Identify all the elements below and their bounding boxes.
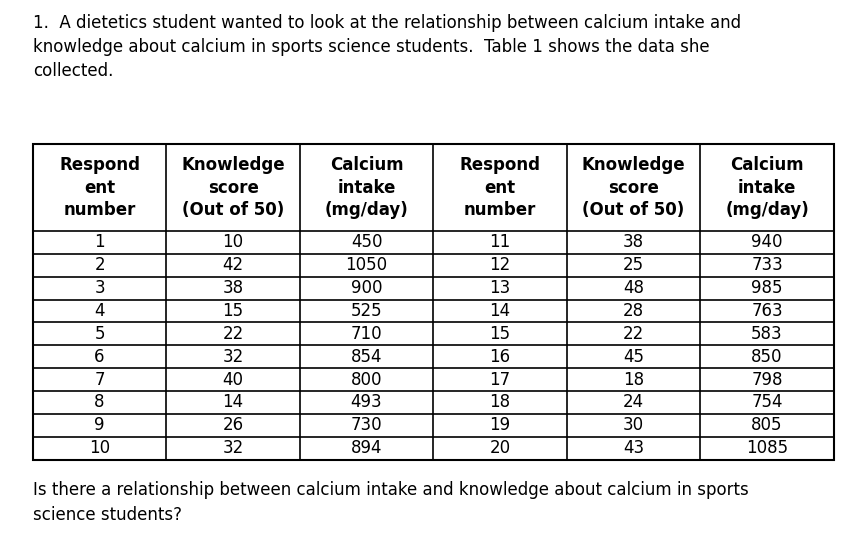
- Text: 7: 7: [94, 370, 105, 388]
- Text: Knowledge
score
(Out of 50): Knowledge score (Out of 50): [181, 156, 285, 219]
- Text: 26: 26: [223, 416, 244, 434]
- Text: 493: 493: [351, 393, 383, 411]
- Text: 11: 11: [489, 233, 511, 251]
- Text: 9: 9: [94, 416, 105, 434]
- Text: 733: 733: [751, 256, 783, 274]
- Text: 30: 30: [623, 416, 644, 434]
- Text: 798: 798: [752, 370, 783, 388]
- Text: Is there a relationship between calcium intake and knowledge about calcium in sp: Is there a relationship between calcium …: [33, 481, 748, 524]
- Text: 763: 763: [751, 302, 783, 320]
- Text: 5: 5: [94, 325, 105, 343]
- Text: 14: 14: [223, 393, 244, 411]
- Text: 12: 12: [489, 256, 511, 274]
- Text: Knowledge
score
(Out of 50): Knowledge score (Out of 50): [581, 156, 685, 219]
- Text: 450: 450: [351, 233, 382, 251]
- Text: 17: 17: [490, 370, 511, 388]
- Text: 2: 2: [94, 256, 105, 274]
- Text: 22: 22: [222, 325, 244, 343]
- Text: 38: 38: [623, 233, 644, 251]
- Text: 40: 40: [223, 370, 244, 388]
- Text: 1: 1: [94, 233, 105, 251]
- Text: 8: 8: [94, 393, 105, 411]
- Text: 710: 710: [351, 325, 383, 343]
- Text: 583: 583: [751, 325, 783, 343]
- Text: 4: 4: [94, 302, 105, 320]
- Text: Calcium
intake
(mg/day): Calcium intake (mg/day): [725, 156, 809, 219]
- Text: 19: 19: [490, 416, 511, 434]
- Text: 754: 754: [752, 393, 783, 411]
- Text: 3: 3: [94, 279, 105, 297]
- Text: 1050: 1050: [346, 256, 388, 274]
- Text: Calcium
intake
(mg/day): Calcium intake (mg/day): [325, 156, 409, 219]
- Text: 900: 900: [351, 279, 382, 297]
- Text: 18: 18: [623, 370, 644, 388]
- Text: 38: 38: [223, 279, 244, 297]
- Text: 15: 15: [223, 302, 244, 320]
- Text: 10: 10: [89, 439, 110, 458]
- Text: 15: 15: [490, 325, 511, 343]
- Text: 894: 894: [351, 439, 382, 458]
- Text: 43: 43: [623, 439, 644, 458]
- Text: 985: 985: [752, 279, 783, 297]
- Text: 25: 25: [623, 256, 644, 274]
- Text: 1.  A dietetics student wanted to look at the relationship between calcium intak: 1. A dietetics student wanted to look at…: [33, 14, 741, 80]
- Text: 854: 854: [351, 348, 382, 366]
- Text: 940: 940: [752, 233, 783, 251]
- Text: 525: 525: [351, 302, 383, 320]
- Text: 800: 800: [351, 370, 382, 388]
- Bar: [33, 144, 834, 460]
- Text: 22: 22: [623, 325, 645, 343]
- Text: 6: 6: [94, 348, 105, 366]
- Text: 32: 32: [222, 439, 244, 458]
- Text: Respond
ent
number: Respond ent number: [460, 156, 541, 219]
- Text: 28: 28: [623, 302, 644, 320]
- Text: 1085: 1085: [746, 439, 788, 458]
- Text: Respond
ent
number: Respond ent number: [59, 156, 140, 219]
- Text: 10: 10: [223, 233, 244, 251]
- Text: 24: 24: [623, 393, 644, 411]
- Text: 16: 16: [490, 348, 511, 366]
- Text: 805: 805: [752, 416, 783, 434]
- Text: 13: 13: [489, 279, 511, 297]
- Text: 14: 14: [490, 302, 511, 320]
- Text: 18: 18: [490, 393, 511, 411]
- Text: 850: 850: [752, 348, 783, 366]
- Text: 730: 730: [351, 416, 383, 434]
- Text: 32: 32: [222, 348, 244, 366]
- Text: 48: 48: [623, 279, 644, 297]
- Text: 45: 45: [623, 348, 644, 366]
- Text: 42: 42: [223, 256, 244, 274]
- Text: 20: 20: [490, 439, 511, 458]
